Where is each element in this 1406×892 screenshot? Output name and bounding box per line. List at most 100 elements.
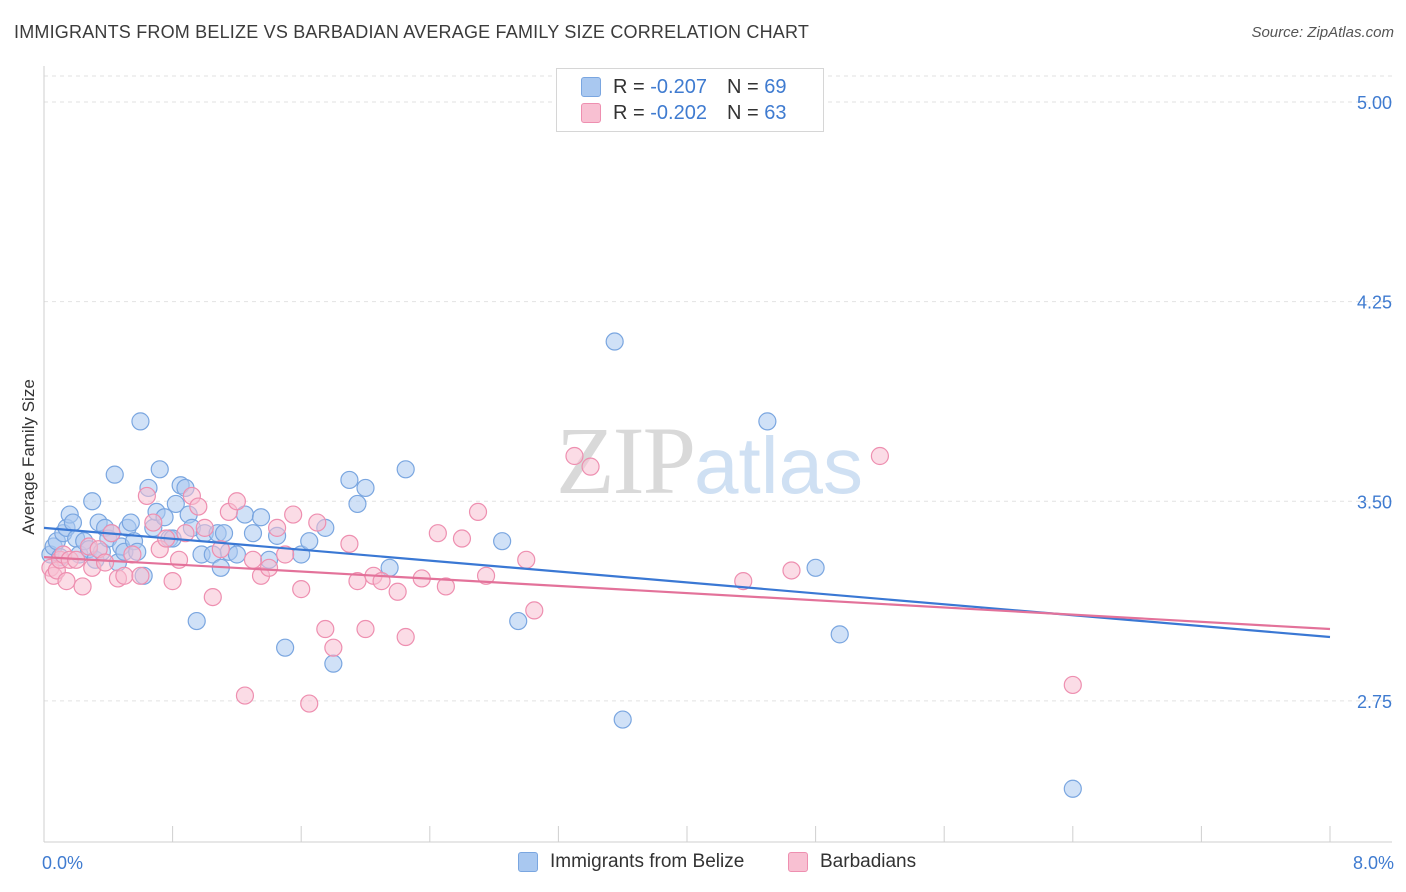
x-tick-label: 8.0% [1353, 853, 1394, 873]
point-belize [356, 478, 375, 498]
legend-label-barbadians: Barbadians [820, 851, 917, 872]
point-barbadians [189, 497, 208, 516]
point-barbadians [276, 545, 295, 564]
point-barbadians [292, 580, 311, 599]
trend-line-barbadians [43, 556, 1331, 631]
point-belize [243, 524, 263, 543]
point-belize [251, 508, 271, 527]
point-barbadians [356, 619, 375, 639]
axes [43, 66, 1392, 843]
point-barbadians [428, 524, 447, 543]
point-barbadians [144, 513, 163, 532]
point-barbadians [115, 566, 134, 585]
legend-r-value: -0.207 [650, 75, 707, 98]
point-barbadians [73, 577, 92, 596]
point-barbadians [782, 561, 801, 580]
watermark-atlas: atlas [694, 421, 863, 510]
point-barbadians [243, 550, 263, 569]
legend-n-value: 69 [764, 75, 787, 98]
chart-title: IMMIGRANTS FROM BELIZE VS BARBADIAN AVER… [14, 22, 810, 42]
point-barbadians [211, 540, 230, 559]
legend-item-belize: Immigrants from Belize [518, 851, 744, 873]
point-belize [348, 494, 367, 514]
point-belize [758, 412, 777, 431]
point-belize [227, 545, 246, 564]
legend-row-barbadians: R = -0.202 N = 63 [581, 101, 786, 125]
point-belize [396, 460, 415, 479]
legend-label-belize: Immigrants from Belize [550, 851, 745, 872]
tick-labels: 2.75 3.50 4.25 5.00 0.0% 8.0% [42, 93, 1394, 873]
x-tick-label: 0.0% [42, 853, 83, 873]
point-barbadians [581, 457, 600, 476]
point-belize [105, 465, 124, 484]
point-belize [214, 524, 234, 543]
point-belize [830, 625, 849, 644]
point-belize [121, 513, 140, 532]
point-barbadians [137, 486, 156, 506]
trend-lines [43, 526, 1331, 639]
legend-item-barbadians: Barbadians [788, 851, 916, 873]
point-barbadians [452, 529, 472, 548]
point-barbadians [396, 627, 415, 647]
point-barbadians [123, 545, 142, 564]
point-belize [187, 611, 206, 631]
point-belize [83, 492, 102, 511]
point-belize [509, 611, 528, 631]
trend-line-belize [43, 526, 1331, 639]
point-belize [276, 638, 295, 657]
point-belize [340, 470, 359, 490]
legend-n-label: N = [726, 75, 759, 98]
point-barbadians [227, 492, 246, 511]
point-belize [493, 532, 512, 551]
legend-r-label: R = [613, 101, 645, 124]
point-belize [613, 710, 632, 729]
point-barbadians [316, 619, 335, 639]
point-barbadians [284, 505, 303, 524]
legend-swatch-belize [581, 77, 601, 97]
point-barbadians [300, 694, 319, 713]
point-barbadians [235, 686, 255, 705]
legend-swatch-barbadians [581, 103, 601, 123]
grid-lines [44, 75, 1392, 702]
y-axis-title: Average Family Size [19, 379, 38, 535]
point-barbadians [340, 534, 359, 553]
point-barbadians [308, 513, 327, 532]
y-tick-label: 3.50 [1357, 492, 1392, 512]
legend-swatch-belize [518, 852, 538, 872]
point-barbadians [324, 638, 343, 657]
point-barbadians [388, 582, 407, 601]
point-barbadians [95, 553, 115, 572]
point-belize [324, 654, 343, 673]
point-barbadians [468, 502, 488, 522]
point-belize [1063, 779, 1082, 798]
y-tick-label: 5.00 [1357, 93, 1392, 113]
point-belize [166, 494, 185, 514]
point-barbadians [176, 524, 195, 543]
point-barbadians [267, 518, 287, 537]
source-label: Source: ZipAtlas.com [1251, 24, 1394, 41]
point-barbadians [565, 446, 584, 466]
point-barbadians [517, 550, 536, 569]
y-tick-label: 2.75 [1357, 692, 1392, 712]
legend-n-label: N = [726, 101, 759, 124]
point-barbadians [195, 518, 214, 537]
point-barbadians [57, 572, 76, 591]
y-tick-label: 4.25 [1357, 293, 1392, 313]
point-barbadians [436, 577, 455, 596]
point-belize [131, 412, 150, 431]
point-barbadians [348, 572, 367, 591]
legend-row-belize: R = -0.207 N = 69 [581, 75, 786, 99]
stats-legend: R = -0.207 N = 69 R = -0.202 N = 63 [556, 68, 824, 132]
point-barbadians [734, 572, 753, 591]
point-barbadians [259, 558, 279, 577]
point-belize [150, 460, 169, 479]
point-barbadians [203, 587, 222, 607]
point-barbadians [131, 566, 150, 585]
legend-n-value: 63 [764, 101, 787, 124]
point-belize [300, 532, 319, 551]
point-barbadians [525, 601, 544, 620]
point-belize [63, 513, 83, 532]
point-belize [605, 332, 624, 351]
legend-swatch-barbadians [788, 852, 808, 872]
